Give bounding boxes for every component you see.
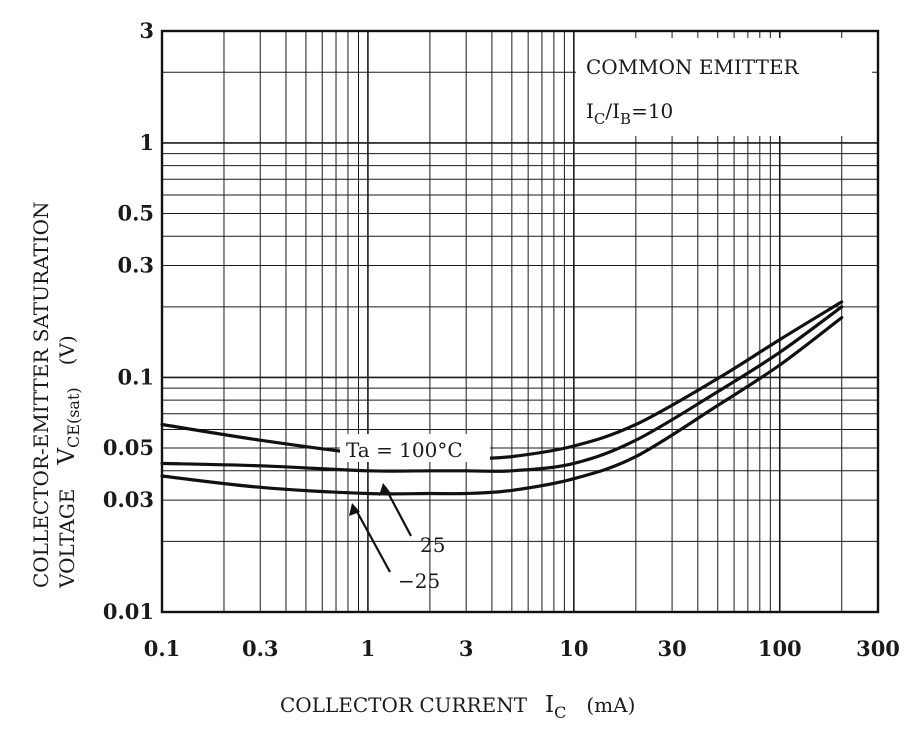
x-tick-label: 100 xyxy=(758,636,802,661)
y-tick-label: 0.3 xyxy=(117,253,154,278)
x-tick-label: 0.1 xyxy=(144,636,181,661)
label-ta-25: 25 xyxy=(420,533,445,557)
series-line-1 xyxy=(160,305,844,473)
plot-frame xyxy=(160,29,880,614)
y-tick-label: 0.05 xyxy=(103,435,154,460)
x-tick-label: 10 xyxy=(559,636,588,661)
y-tick-label: 0.01 xyxy=(103,599,154,624)
x-axis-title: COLLECTOR CURRENT IC (mA) xyxy=(280,692,635,722)
x-tick-label: 1 xyxy=(361,636,376,661)
y-tick-label: 3 xyxy=(139,18,154,43)
y-tick-label: 1 xyxy=(139,130,154,155)
y-tick-label: 0.5 xyxy=(117,201,154,226)
y-axis-title-line2: VOLTAGEVCE(sat)(V) xyxy=(54,335,83,589)
x-tick-label: 3 xyxy=(459,636,474,661)
series-curves xyxy=(160,300,844,496)
series-line-0 xyxy=(160,300,844,461)
series-line-2 xyxy=(160,316,844,496)
y-axis-title-line1: COLLECTOR-EMITTER SATURATION xyxy=(29,201,53,588)
arrowhead-25 xyxy=(379,483,390,496)
legend-box: COMMON EMITTER IC/IB=10 xyxy=(576,38,872,136)
x-tick-label: 300 xyxy=(856,636,900,661)
legend-ratio: IC/IB=10 xyxy=(586,99,673,128)
y-tick-label: 0.1 xyxy=(117,364,154,389)
y-tick-label: 0.03 xyxy=(103,487,154,512)
label-ta-minus25: −25 xyxy=(398,569,440,593)
label-ta-100: Ta = 100°C xyxy=(346,438,463,462)
arrow-25 xyxy=(384,486,412,537)
arrowhead-minus25 xyxy=(349,503,360,516)
x-tick-label: 30 xyxy=(657,636,686,661)
x-tick-label: 0.3 xyxy=(242,636,279,661)
y-axis-title: COLLECTOR-EMITTER SATURATION VOLTAGEVCE(… xyxy=(29,201,83,589)
legend-title: COMMON EMITTER xyxy=(586,55,800,79)
tick-labels: 0.1 0.3 1 3 10 30 100 300 3 1 0.5 0.3 0.1 0.05 0.03 0.0… xyxy=(103,18,900,661)
arrow-minus25 xyxy=(354,507,391,573)
